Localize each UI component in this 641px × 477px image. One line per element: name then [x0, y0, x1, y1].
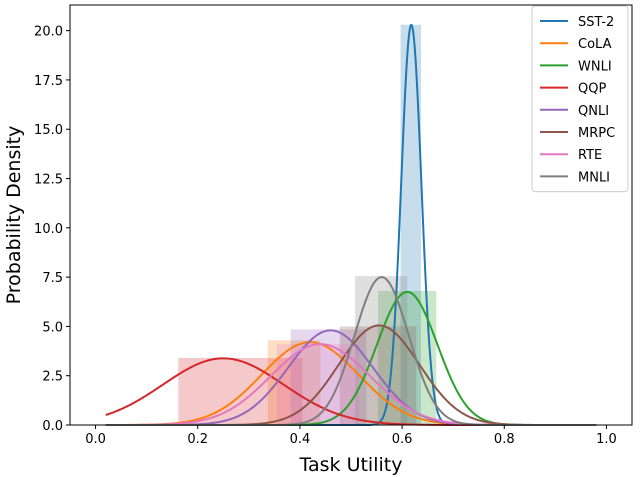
legend-label-qqp: QQP	[578, 82, 606, 97]
legend: SST-2 CoLA WNLI QQP QNLI MRPC RTE MNLI	[531, 5, 629, 193]
legend-label-mrpc: MRPC	[578, 126, 615, 141]
y-tick-label: 10.0	[34, 222, 63, 237]
legend-label-wnli: WNLI	[578, 59, 612, 74]
x-tick-label: 1.0	[596, 432, 617, 447]
y-tick-label: 2.5	[42, 370, 63, 385]
y-tick-label: 15.0	[34, 123, 63, 138]
y-tick-label: 5.0	[42, 320, 63, 335]
x-axis-ticks: 0.0 0.2 0.4 0.6 0.8 1.0	[85, 425, 617, 447]
x-tick-label: 0.2	[187, 432, 208, 447]
hist-bar-qqp	[178, 357, 303, 425]
y-axis-ticks: 0.0 2.5 5.0 7.5 10.0 12.5 15.0 17.5 20.0	[34, 25, 70, 434]
y-tick-label: 7.5	[42, 271, 63, 286]
x-axis-label: Task Utility	[299, 454, 403, 476]
legend-label-qnli: QNLI	[578, 104, 609, 119]
hist-bar-rte	[276, 344, 359, 425]
y-tick-label: 0.0	[42, 419, 63, 434]
y-tick-label: 12.5	[34, 173, 63, 188]
y-tick-label: 20.0	[34, 25, 63, 40]
legend-box	[531, 5, 629, 193]
histogram-layer	[178, 24, 437, 425]
x-tick-label: 0.8	[494, 432, 515, 447]
x-tick-label: 0.4	[290, 432, 311, 447]
x-tick-label: 0.0	[85, 432, 106, 447]
x-tick-label: 0.6	[392, 432, 413, 447]
y-tick-label: 17.5	[34, 74, 63, 89]
legend-label-rte: RTE	[578, 148, 602, 163]
plot-frame	[69, 4, 633, 426]
legend-label-mnli: MNLI	[578, 170, 610, 185]
y-axis-label: Probability Density	[3, 126, 25, 305]
legend-label-sst-2: SST-2	[578, 15, 614, 30]
legend-label-cola: CoLA	[578, 37, 612, 52]
